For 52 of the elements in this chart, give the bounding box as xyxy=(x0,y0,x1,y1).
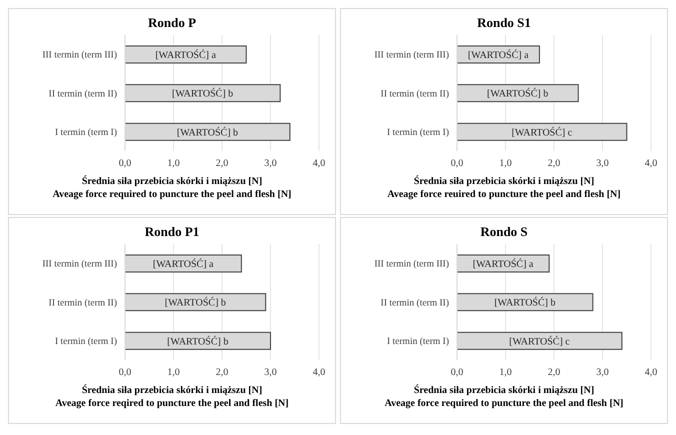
data-label: [WARTOŚĆ] a xyxy=(152,258,214,270)
x-tick-label: 3,0 xyxy=(596,367,609,378)
chart-title: Rondo P1 xyxy=(144,224,200,240)
x-tick-label: 1,0 xyxy=(167,367,180,378)
x-tick-label: 0,0 xyxy=(450,158,464,170)
y-tick-label: I termin (term I) xyxy=(387,337,449,348)
x-tick-label: 2,0 xyxy=(548,158,560,170)
x-tick-label: 2,0 xyxy=(216,367,228,378)
chart-title: Rondo S1 xyxy=(476,15,532,31)
y-tick-label: II termin (term II) xyxy=(380,298,449,308)
x-tick-label: 1,0 xyxy=(167,158,180,170)
y-tick-label: III termin (term III) xyxy=(374,50,449,61)
y-tick-label: II termin (term II) xyxy=(48,89,117,100)
x-tick-label: 2,0 xyxy=(548,367,560,378)
y-tick-label: II termin (term II) xyxy=(380,89,449,100)
x-tick-label: 4,0 xyxy=(644,367,658,378)
chart-title: Rondo P xyxy=(146,15,198,31)
x-tick-label: 3,0 xyxy=(596,158,609,170)
data-label: [WARTOŚĆ] c xyxy=(509,335,570,348)
x-axis-title: Średnia siła przebicia skórki i miąższu [N] Aveage force reuired to puncture the peel and flesh [N] xyxy=(386,175,622,201)
x-tick-label: 0,0 xyxy=(118,158,132,170)
x-tick-label: 0,0 xyxy=(450,367,464,378)
data-label: [WARTOŚĆ] b xyxy=(494,296,556,309)
x-tick-label: 1,0 xyxy=(499,367,512,378)
y-tick-label: III termin (term III) xyxy=(42,50,117,61)
x-axis-title: Średnia siła przebicia skórki i miąższu [N] Aveage force required to puncture the peel and flesh [N] xyxy=(384,384,624,410)
x-tick-label: 4,0 xyxy=(312,367,326,378)
y-tick-label: I termin (term I) xyxy=(55,337,117,348)
chart-title: Rondo S xyxy=(479,224,529,240)
y-tick-label: II termin (term II) xyxy=(48,298,117,308)
x-tick-label: 3,0 xyxy=(264,367,277,378)
x-tick-label: 4,0 xyxy=(312,158,326,170)
y-tick-label: III termin (term III) xyxy=(374,260,449,270)
data-label: [WARTOŚĆ] a xyxy=(472,258,534,270)
x-axis-title: Średnia siła przebicia skórki i miąższu [N] Aveage force reqired to puncture the peel and flesh [N] xyxy=(54,384,290,410)
data-label: [WARTOŚĆ] b xyxy=(487,88,548,100)
data-label: [WARTOŚĆ] b xyxy=(164,296,226,309)
data-label: [WARTOŚĆ] b xyxy=(176,126,238,138)
x-tick-label: 2,0 xyxy=(216,158,228,170)
x-axis-title: Średnia siła przebicia skórki i miąższu [N] Aveage force required to puncture the peel and flesh [N] xyxy=(52,175,292,201)
data-label: [WARTOŚĆ] a xyxy=(155,49,216,61)
x-tick-label: 0,0 xyxy=(118,367,132,378)
y-tick-label: I termin (term I) xyxy=(55,128,117,138)
data-label: [WARTOŚĆ] a xyxy=(468,49,530,61)
x-tick-label: 3,0 xyxy=(264,158,277,170)
x-tick-label: 4,0 xyxy=(644,158,658,170)
y-tick-label: I termin (term I) xyxy=(387,128,449,138)
data-label: [WARTOŚĆ] b xyxy=(172,88,234,100)
x-tick-label: 1,0 xyxy=(499,158,512,170)
data-label: [WARTOŚĆ] c xyxy=(512,126,573,138)
data-label: [WARTOŚĆ] b xyxy=(167,335,228,348)
y-tick-label: III termin (term III) xyxy=(42,260,117,270)
